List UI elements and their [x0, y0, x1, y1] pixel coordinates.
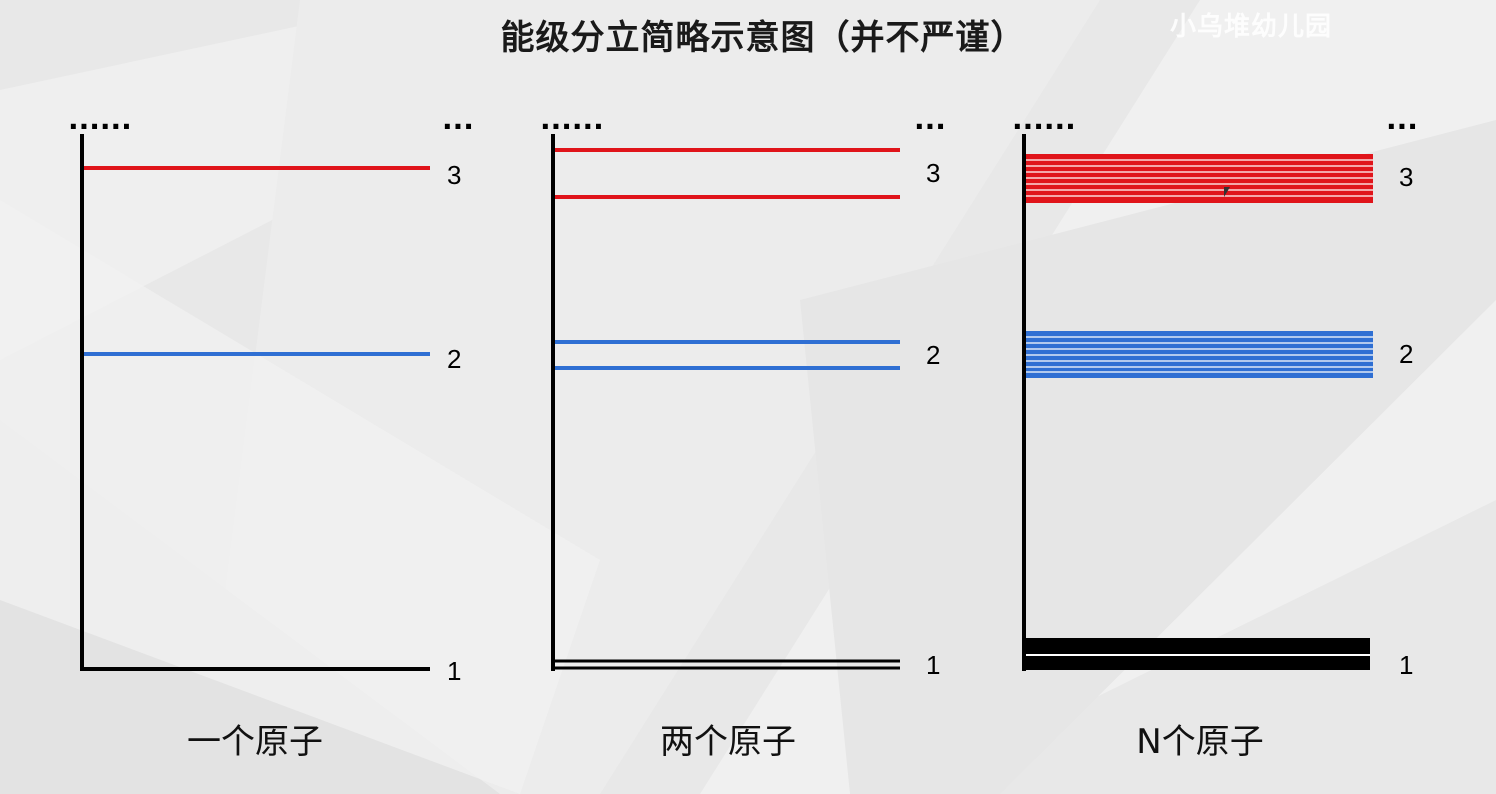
level-3-label: 3 [926, 158, 940, 188]
level-2-band [1026, 331, 1373, 378]
level-1-label: 1 [1399, 650, 1413, 680]
watermark: 小乌堆幼儿园 [1170, 12, 1333, 42]
higher-levels-dots-left: ...... [68, 103, 132, 136]
panel-two-atoms: ...... ... 3 2 1 [540, 103, 946, 680]
mouse-pointer-icon [1224, 187, 1230, 197]
panel-one-atom: ...... ... 3 2 1 [68, 103, 474, 686]
caption-one-atom: 一个原子 [187, 722, 323, 762]
caption-n-atoms: N个原子 [1136, 722, 1264, 762]
level-2-label: 2 [926, 340, 940, 370]
level-3-label: 3 [447, 160, 461, 190]
higher-levels-dots-right: ... [914, 103, 946, 136]
level-2-label: 2 [447, 344, 461, 374]
level-2-label: 2 [1399, 339, 1413, 369]
level-1-label: 1 [447, 656, 461, 686]
level-3-label: 3 [1399, 162, 1413, 192]
higher-levels-dots-left: ...... [540, 103, 604, 136]
level-1-label: 1 [926, 650, 940, 680]
higher-levels-dots-right: ... [1386, 103, 1418, 136]
level-3-band [1026, 154, 1373, 203]
caption-two-atoms: 两个原子 [660, 722, 796, 762]
higher-levels-dots-right: ... [442, 103, 474, 136]
page-title: 能级分立简略示意图（并不严谨） [500, 18, 1026, 58]
higher-levels-dots-left: ...... [1012, 103, 1076, 136]
panel-n-atoms: ...... ... 3 2 1 [1012, 103, 1418, 680]
